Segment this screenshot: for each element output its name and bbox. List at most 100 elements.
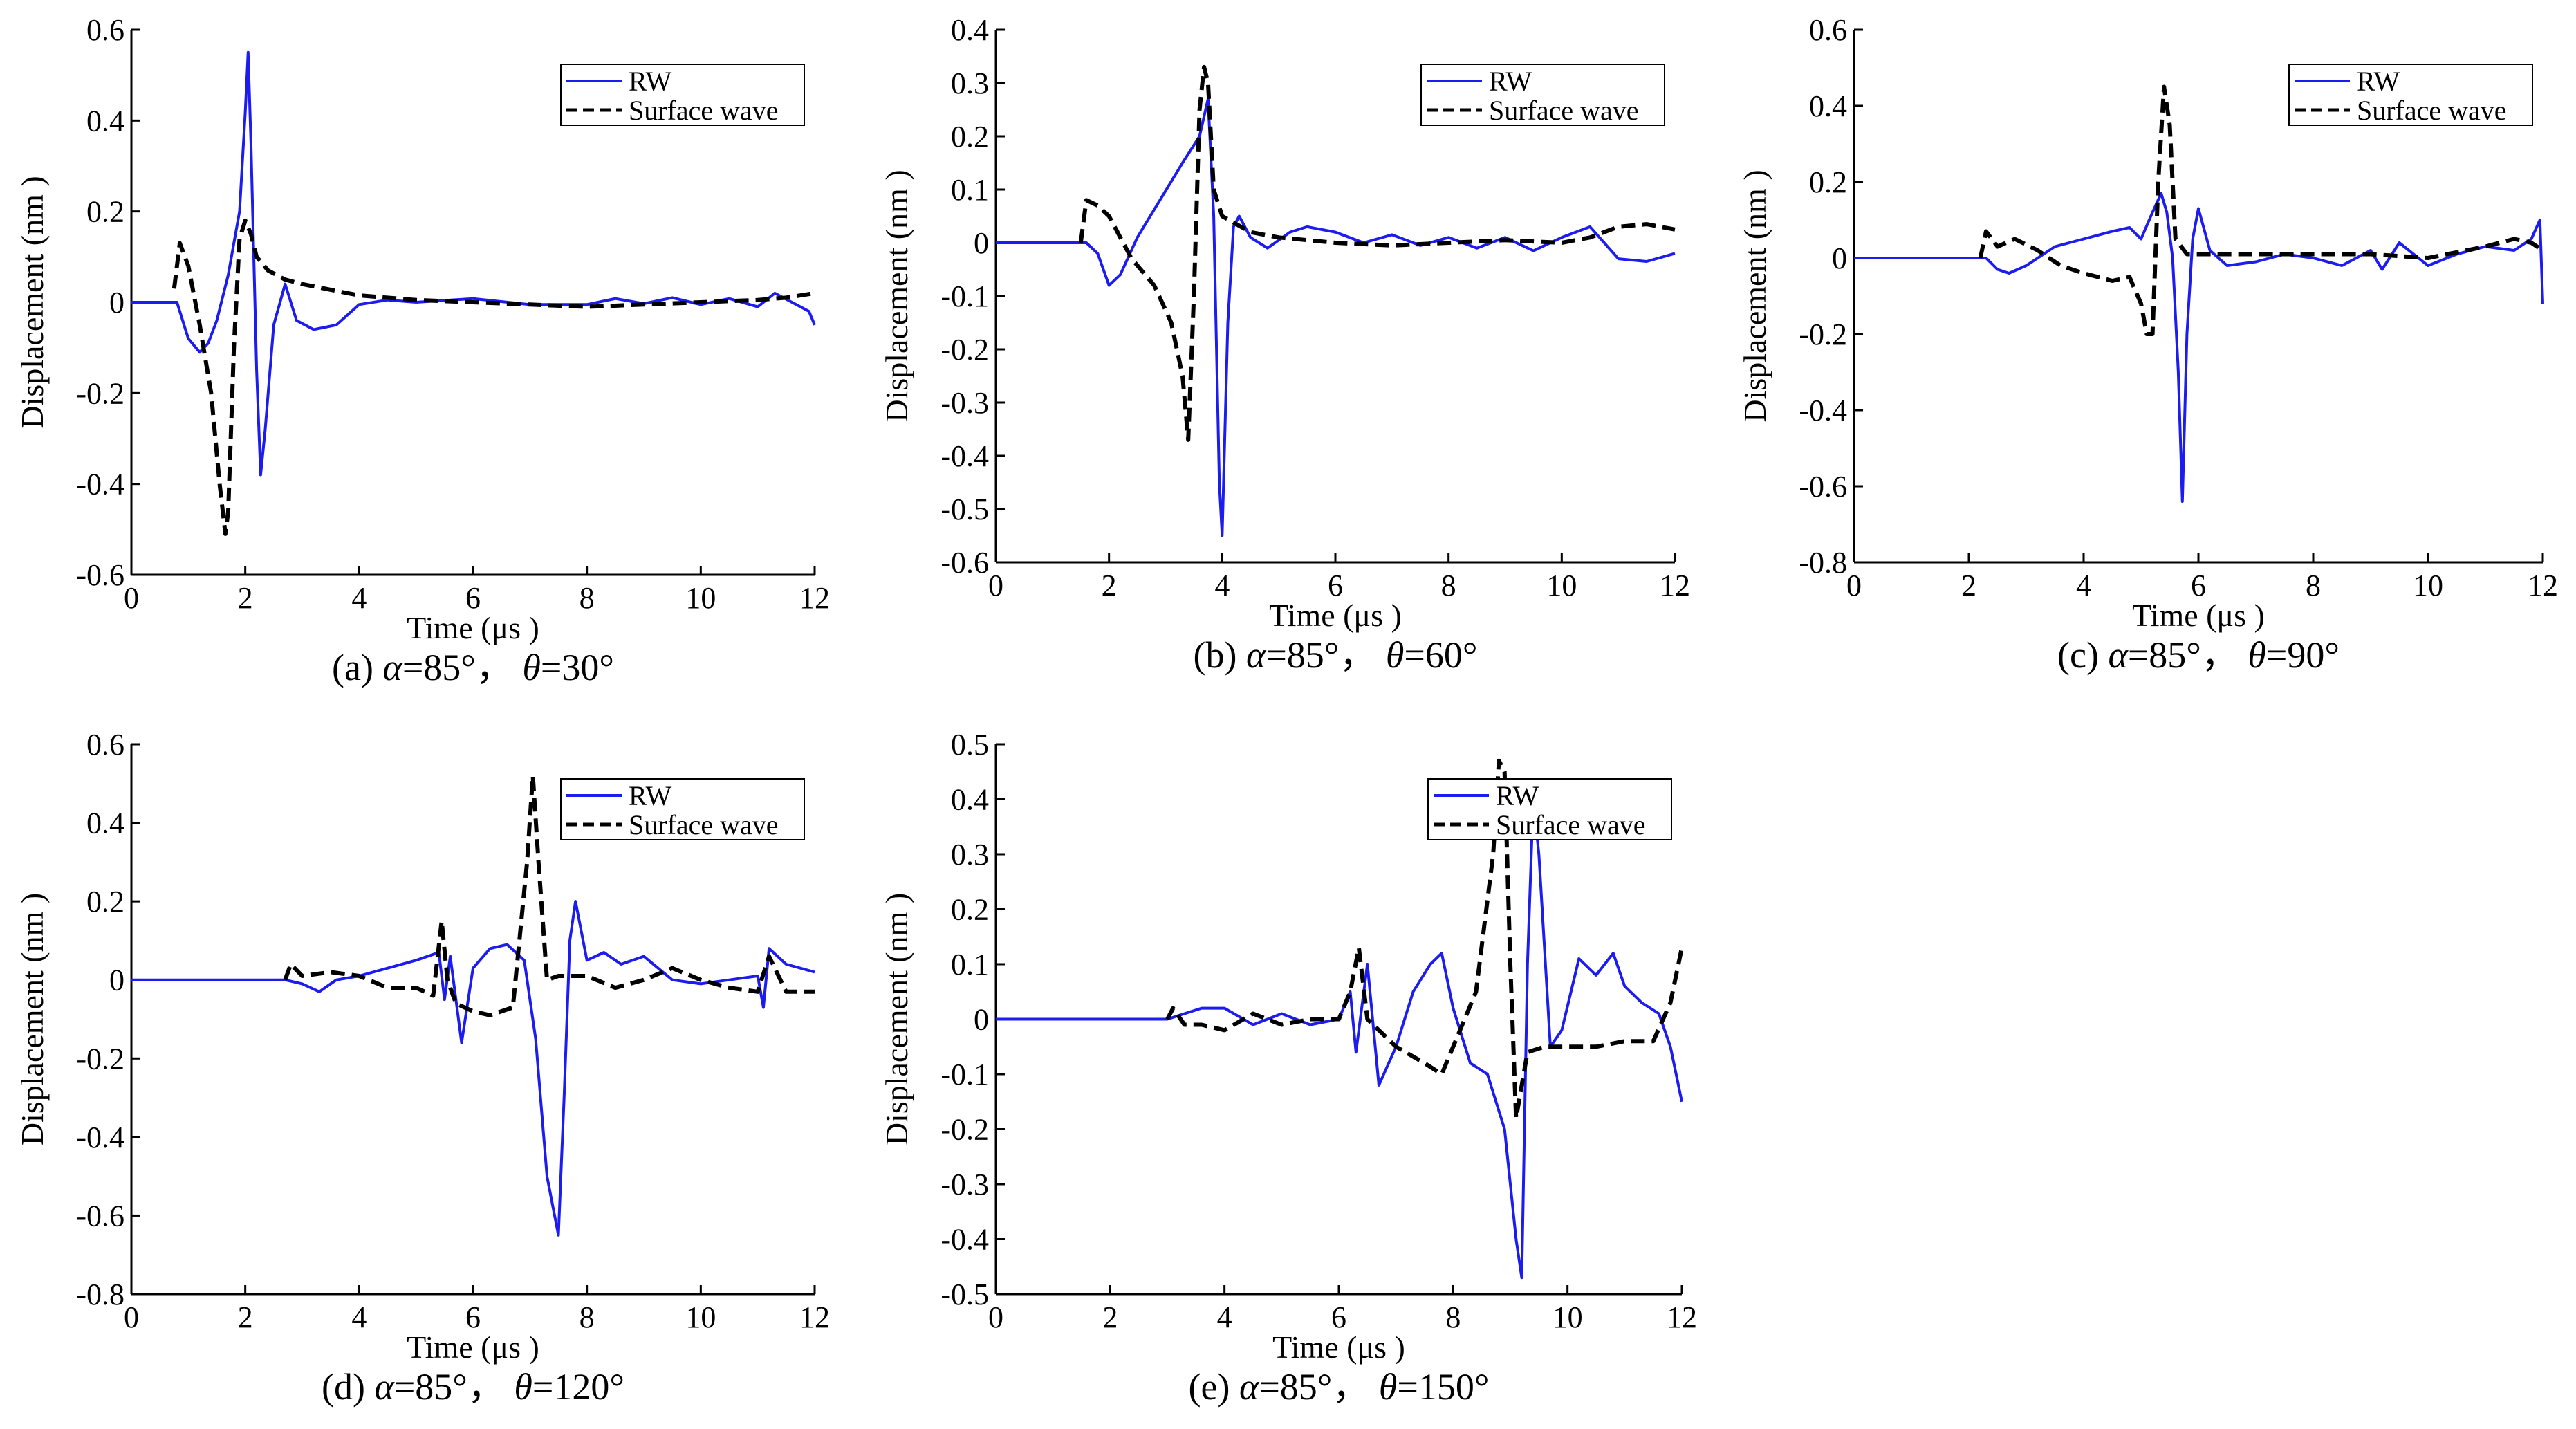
caption-suffix: =150°: [1397, 1366, 1489, 1408]
series-line-surface-wave: [172, 218, 815, 536]
x-axis-label: Time (μs ): [1269, 598, 1402, 633]
y-tick-label: 0.6: [1809, 13, 1847, 47]
caption-mid: =85°，: [1266, 634, 1386, 676]
caption-suffix: =90°: [2266, 634, 2339, 676]
y-tick-label: -0.1: [940, 279, 989, 313]
caption-suffix: =30°: [541, 647, 614, 688]
y-tick-label: 0.4: [951, 783, 989, 817]
chart-panel-e: 0 2 4 6 8 10 12 -0.5 -0.4 -0.3 -0.2 -0.1 0 0.1 0.2 0.3 0…: [879, 728, 1697, 1408]
x-tick-label: 10: [685, 581, 716, 615]
y-tick-label: -0.6: [76, 558, 124, 592]
y-tick-label: -0.2: [1799, 317, 1847, 351]
caption-theta: θ: [1379, 1366, 1398, 1408]
y-tick-label: 0.6: [86, 13, 124, 47]
x-tick-label: 12: [799, 581, 830, 615]
x-tick-label: 8: [1445, 1300, 1461, 1334]
legend-label: RW: [1489, 66, 1532, 97]
series-line-rw: [131, 900, 815, 1237]
x-tick-label: 12: [1667, 1300, 1697, 1334]
y-tick-label: -0.2: [76, 376, 124, 410]
caption-alpha: α: [1246, 634, 1267, 676]
x-tick-label: 4: [2076, 569, 2091, 602]
y-tick-label: -0.1: [940, 1058, 989, 1091]
x-tick-label: 10: [1546, 569, 1577, 602]
y-tick-label: 0.2: [951, 120, 989, 154]
x-tick-label: 2: [1102, 569, 1117, 602]
y-tick-label: -0.2: [76, 1042, 124, 1076]
y-tick-label: -0.4: [940, 1223, 989, 1257]
x-tick-label: 0: [988, 569, 1003, 602]
legend-label: RW: [629, 780, 671, 811]
panel-caption: (c) α=85°， θ=90°: [2057, 634, 2339, 676]
caption-prefix: (e): [1189, 1366, 1239, 1408]
y-tick-label: -0.5: [940, 492, 989, 526]
x-tick-label: 4: [1217, 1300, 1232, 1334]
chart-panel-c: 0 2 4 6 8 10 12 -0.8 -0.6 -0.4 -0.2 0 0.2 0.4 0.6 Time …: [1737, 13, 2558, 676]
legend-box: [1427, 778, 1672, 840]
series-line-rw: [996, 98, 1676, 537]
y-tick-label: 0: [974, 226, 989, 260]
y-tick-label: -0.2: [940, 1113, 989, 1147]
chart-panel-a: 0 2 4 6 8 10 12 -0.6 -0.4 -0.2 0 0.2 0.4 0.6 Time (μs …: [15, 13, 830, 688]
legend-label: Surface wave: [629, 95, 779, 126]
x-tick-label: 10: [2413, 569, 2443, 602]
y-tick-label: -0.3: [940, 386, 989, 420]
caption-alpha: α: [382, 647, 403, 688]
caption-alpha: α: [374, 1366, 395, 1408]
panel-caption: (d) α=85°， θ=120°: [322, 1366, 624, 1408]
legend-label: RW: [2357, 66, 2400, 97]
legend-label: Surface wave: [1496, 809, 1646, 840]
legend-label: Surface wave: [629, 809, 779, 840]
y-tick-label: -0.3: [940, 1168, 989, 1201]
x-tick-label: 0: [1846, 569, 1862, 602]
y-tick-label: -0.2: [940, 333, 989, 367]
x-axis-label: Time (μs ): [2132, 598, 2265, 633]
x-tick-label: 12: [799, 1300, 830, 1334]
x-tick-label: 6: [465, 581, 481, 615]
y-tick-label: -0.8: [76, 1278, 124, 1311]
caption-theta: θ: [2248, 634, 2266, 676]
caption-suffix: =120°: [532, 1366, 624, 1408]
legend-label: RW: [629, 66, 671, 97]
caption-mid: =85°，: [2128, 634, 2248, 676]
x-tick-label: 0: [124, 1300, 139, 1334]
y-tick-label: 0.4: [86, 806, 124, 840]
legend-label: Surface wave: [1489, 95, 1639, 126]
series-line-surface-wave: [283, 773, 815, 1017]
x-tick-label: 2: [1961, 569, 1976, 602]
y-tick-label: 0.5: [951, 728, 989, 762]
x-tick-label: 12: [2528, 569, 2558, 602]
legend-box: [1420, 64, 1665, 126]
y-tick-label: 0: [109, 964, 124, 997]
x-axis-label: Time (μs ): [407, 610, 539, 645]
legend-box: [560, 778, 805, 840]
y-tick-label: 0.6: [86, 728, 124, 762]
x-tick-label: 2: [238, 581, 253, 615]
y-tick-label: 0.1: [951, 173, 989, 207]
y-tick-label: 0.1: [951, 948, 989, 981]
caption-alpha: α: [2108, 634, 2129, 676]
x-tick-label: 0: [124, 581, 139, 615]
y-tick-label: 0.4: [1809, 89, 1847, 123]
caption-suffix: =60°: [1404, 634, 1477, 676]
y-tick-label: -0.4: [1799, 394, 1847, 427]
y-axis-label: Displacement (nm ): [15, 176, 50, 428]
caption-alpha: α: [1239, 1366, 1260, 1408]
series-line-surface-wave: [1165, 758, 1684, 1121]
x-tick-label: 6: [465, 1300, 481, 1334]
x-tick-label: 2: [1102, 1300, 1118, 1334]
y-tick-label: -0.6: [1799, 470, 1847, 504]
caption-prefix: (b): [1194, 634, 1246, 676]
x-axis-label: Time (μs ): [407, 1329, 539, 1365]
y-tick-label: -0.6: [76, 1199, 124, 1233]
y-tick-label: 0.4: [86, 104, 124, 138]
series-line-rw: [1854, 192, 2544, 503]
series-line-rw: [996, 798, 1683, 1280]
x-tick-label: 8: [580, 581, 595, 615]
y-tick-label: 0: [974, 1003, 989, 1037]
